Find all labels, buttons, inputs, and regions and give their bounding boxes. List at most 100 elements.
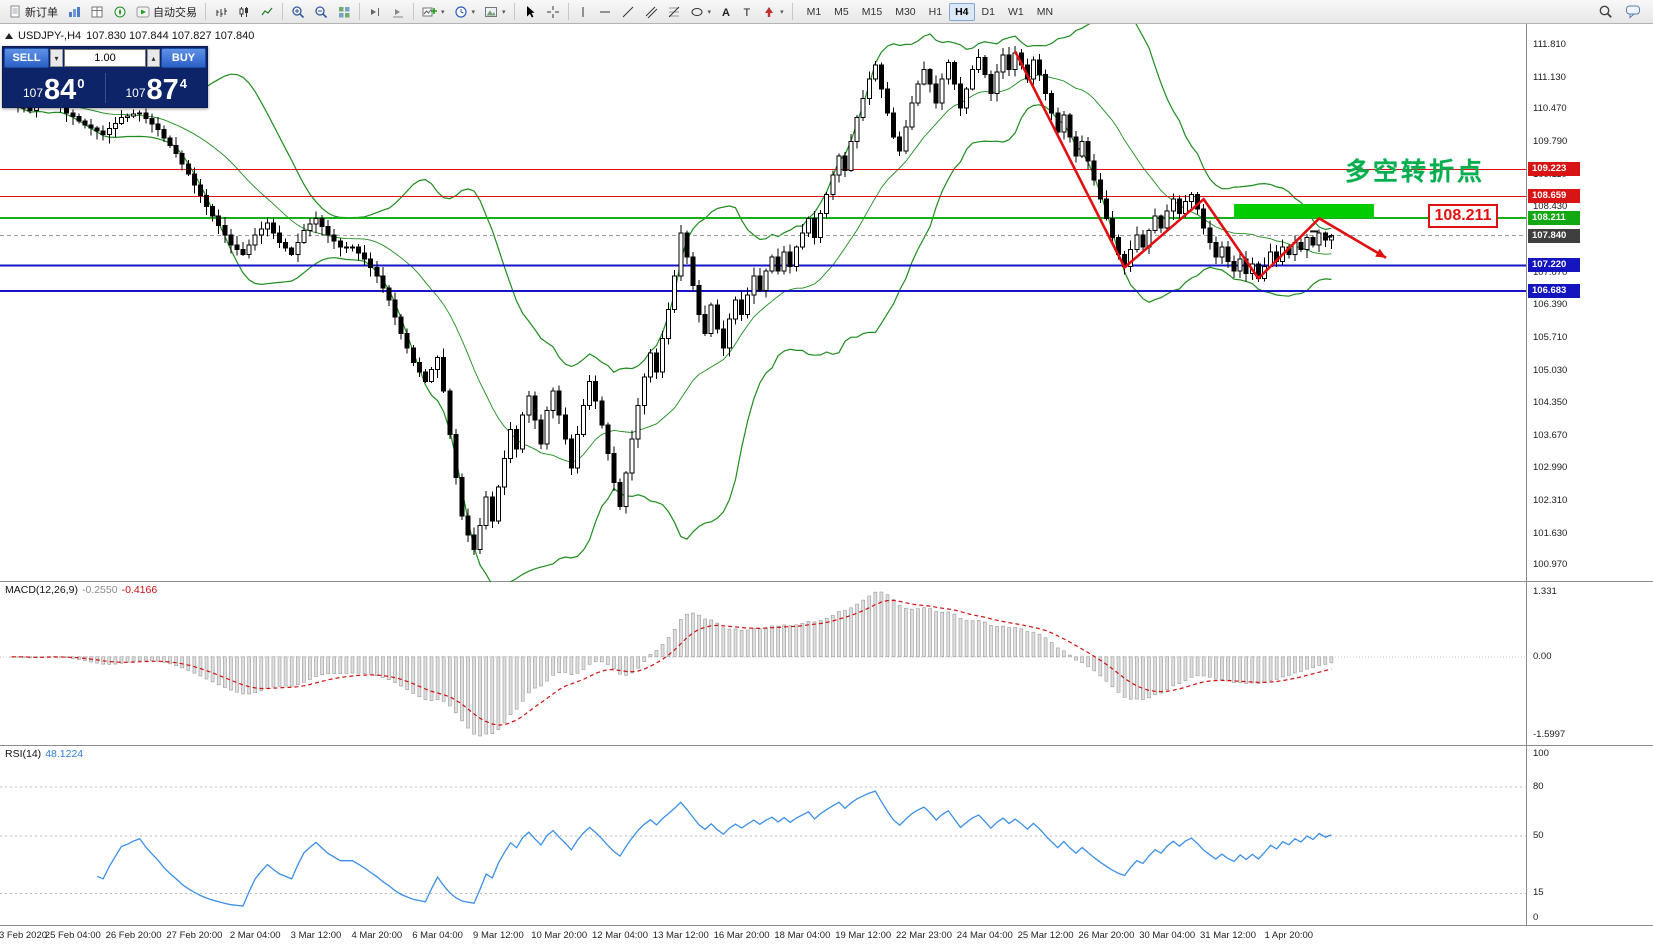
sell-price[interactable]: 107 84 0 [3,69,105,107]
line-chart-button[interactable] [256,2,278,22]
candlestick-chart[interactable] [0,5,1526,589]
channel-button[interactable] [640,2,662,22]
price-marker-108.211: 108.211 [1528,210,1580,225]
time-axis-label: 1 Apr 20:00 [1264,930,1314,941]
time-axis-label: 26 Feb 20:00 [105,930,162,941]
sell-button[interactable]: SELL [4,48,49,68]
new-order-button[interactable]: 新订单 [4,2,62,22]
auto-trading-button[interactable]: 自动交易 [132,2,201,22]
timeframe-button-w1[interactable]: W1 [1007,5,1024,18]
arrows-button[interactable]: ▾ [758,2,788,22]
timeframe-button-m30[interactable]: M30 [895,5,916,18]
text-icon: A [722,7,730,19]
volume-stepper: ▾ 1.00 ▴ [50,48,160,68]
label-icon: T [744,7,751,19]
auto-scroll-icon [393,8,403,17]
timeframe-button-h1[interactable]: H1 [928,5,943,18]
rsi-title: RSI(14) [5,748,42,760]
macd-panel[interactable]: 1.331 0.00 -1.5997 MACD(12,26,9) -0.2550 -0.… [0,582,1653,746]
buy-price[interactable]: 107 87 4 [106,69,208,107]
volume-value[interactable]: 1.00 [64,49,146,67]
market-watch-icon [69,6,80,17]
timeframe-button-mn[interactable]: MN [1036,5,1054,18]
price-scale-label: 101.630 [1533,527,1568,539]
timeframe-button-m5[interactable]: M5 [834,5,849,18]
price-scale-label: 111.810 [1533,39,1566,51]
time-axis-label: 10 Mar 20:00 [531,930,588,941]
macd-signal-value: -0.4166 [121,584,158,596]
timeframe-button-m1[interactable]: M1 [806,5,822,18]
macd-chart [0,591,1526,737]
auto-scroll-button[interactable] [387,2,409,22]
timeframe-button-m15[interactable]: M15 [861,5,883,18]
navigator-icon [114,6,126,17]
chart-shift-button[interactable] [364,2,386,22]
search-icon [1599,5,1612,18]
fibonacci-button[interactable] [663,2,685,22]
search-symbol-button[interactable] [1594,2,1617,22]
price-scale-label: 100.970 [1533,559,1568,571]
svg-text:T: T [744,7,751,19]
buy-button[interactable]: BUY [161,48,206,68]
price-scale-label: 108.430 [1533,201,1568,213]
trend-zigzag-line [1014,50,1387,281]
candlestick-button[interactable] [233,2,255,22]
chat-icon [1626,5,1640,19]
rsi-panel[interactable]: 100 80 50 15 0 RSI(14) 48.1224 [0,746,1653,926]
clock-icon [454,5,467,18]
navigator-button[interactable] [109,2,131,22]
trade-panel-divider [104,73,106,103]
market-watch-button[interactable] [63,2,85,22]
toolbar-separator [791,3,793,20]
time-axis-label: 25 Mar 12:00 [1017,930,1074,941]
collapse-icon[interactable] [5,33,13,39]
trade-panel-price-row: 107 84 0 107 87 4 [3,69,207,107]
vertical-line-button[interactable] [573,2,593,22]
symbol-name: USDJPY-,H4 [18,30,82,42]
time-axis-label: 30 Mar 04:00 [1139,930,1196,941]
sell-price-pip: 0 [77,76,85,91]
shapes-button[interactable]: ▾ [686,2,716,22]
price-scale-label: 105.030 [1533,364,1568,376]
rsi-chart [0,786,1526,907]
toolbar-separator [413,3,414,20]
tile-windows-button[interactable] [333,2,355,22]
new-chart-button[interactable]: ▾ [418,2,449,22]
zoom-in-button[interactable] [287,2,309,22]
rsi-scale: 100 80 50 15 0 [1526,746,1653,925]
horizontal-line-button[interactable] [594,2,616,22]
volume-up-button[interactable]: ▴ [147,49,160,67]
bar-chart-button[interactable] [210,2,232,22]
time-axis: 3 Feb 2020 25 Feb 04:00 26 Feb 20:00 27 Feb… [0,926,1653,950]
chevron-down-icon: ▾ [471,8,476,16]
crosshair-button[interactable] [542,2,564,22]
price-scale-label: 106.390 [1533,299,1568,311]
chat-button[interactable] [1621,2,1645,22]
zoom-out-button[interactable] [310,2,332,22]
line-chart-icon [261,7,273,15]
arrows-icon [765,6,774,17]
toolbar-separator [513,3,515,20]
price-scale-label: 110.470 [1533,103,1567,115]
rsi-label: RSI(14) 48.1224 [5,748,84,760]
volume-down-button[interactable]: ▾ [50,49,63,67]
price-scale: 111.810111.130110.470109.790109.110108.4… [1526,24,1653,581]
last-bar-marker [1310,230,1319,233]
trendline-button[interactable] [617,2,639,22]
data-window-button[interactable] [86,2,108,22]
tile-windows-icon [339,6,350,17]
price-marker-106.683: 106.683 [1528,284,1580,299]
timeframe-button-h4[interactable]: H4 [949,2,975,21]
main-chart-panel[interactable]: 111.810111.130110.470109.790109.110108.4… [0,5,1653,589]
periods-button[interactable]: ▾ [450,2,480,22]
text-button[interactable]: A [716,2,736,22]
label-button[interactable]: T [737,2,757,22]
time-axis-label: 25 Feb 04:00 [44,930,101,941]
cursor-button[interactable] [519,2,541,22]
buy-price-prefix: 107 [125,86,146,100]
toolbar-separator [359,3,360,20]
timeframe-button-d1[interactable]: D1 [981,5,995,18]
templates-button[interactable]: ▾ [480,2,510,22]
price-scale-label: 103.670 [1533,429,1568,441]
zoom-in-icon [292,5,305,18]
